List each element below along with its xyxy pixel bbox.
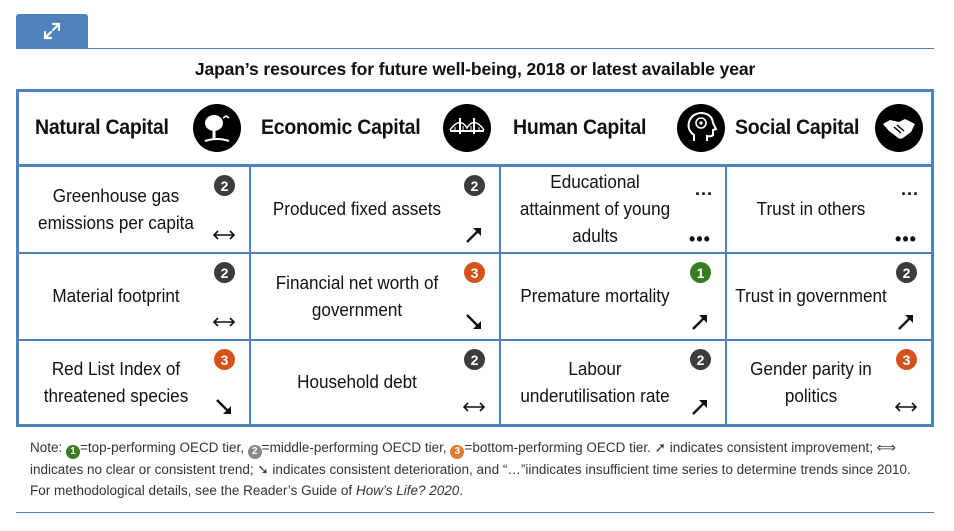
note-trend-text: ➚ indicates consistent improvement; ⟺ in… <box>30 440 911 498</box>
header-label: Social Capital <box>735 116 860 139</box>
dashboard-table: Natural Capital Economic Capital Huma <box>16 89 934 427</box>
indicator-label: Financial net worth of government <box>275 272 439 320</box>
header-social-capital: Social Capital <box>735 92 869 164</box>
head-brain-icon <box>677 104 725 152</box>
deterioration-arrow-icon <box>213 398 235 416</box>
deterioration-arrow-icon <box>463 313 485 331</box>
note-tier-3-text: =bottom-performing OECD tier. <box>464 440 655 455</box>
improvement-arrow-icon <box>689 313 711 331</box>
indicator-label: Labour underutilisation rate <box>520 358 670 406</box>
indicator-cell: Labour underutilisation rate 2 <box>501 341 727 424</box>
header-label: Economic Capital <box>261 116 421 139</box>
indicator-cell: Material footprint 2 <box>19 254 251 341</box>
tier-1-legend-badge: 1 <box>66 445 81 459</box>
indicator-cell: Premature mortality 1 <box>501 254 727 341</box>
tier-badge: 3 <box>896 349 917 370</box>
header-natural-capital: Natural Capital <box>35 92 179 164</box>
tier-badge: 2 <box>464 175 485 196</box>
no-clear-trend-icon <box>895 398 917 416</box>
bridge-icon <box>443 104 491 152</box>
bottom-divider <box>16 512 934 513</box>
header-economic-capital: Economic Capital <box>261 92 432 164</box>
tier-badge: 3 <box>214 349 235 370</box>
tier-badge: 3 <box>464 262 485 283</box>
indicator-cell: Educational attainment of young adults .… <box>501 167 727 254</box>
indicator-label: Trust in government <box>735 286 887 306</box>
improvement-arrow-icon <box>689 398 711 416</box>
no-clear-trend-icon <box>463 398 485 416</box>
indicator-label: Greenhouse gas emissions per capita <box>38 185 194 233</box>
tier-badge: 2 <box>214 175 235 196</box>
indicator-cell: Household debt 2 <box>251 341 501 424</box>
indicator-cell: Gender parity in politics 3 <box>727 341 931 424</box>
header-human-capital: Human Capital <box>513 92 656 164</box>
note-end: . <box>459 483 464 498</box>
insufficient-data-marker: ... <box>694 179 713 199</box>
indicator-cell: Greenhouse gas emissions per capita 2 <box>19 167 251 254</box>
improvement-arrow-icon <box>895 313 917 331</box>
indicator-label: Household debt <box>297 372 417 392</box>
indicator-cell: Trust in government 2 <box>727 254 931 341</box>
indicator-label: Trust in others <box>756 199 866 219</box>
expand-button[interactable] <box>16 14 88 48</box>
tier-badge: 2 <box>690 349 711 370</box>
indicator-cell: Financial net worth of government 3 <box>251 254 501 341</box>
indicator-label: Gender parity in politics <box>750 358 872 406</box>
indicator-cell: Trust in others ... ••• <box>727 167 931 254</box>
note-tier-2-text: =middle-performing OECD tier, <box>261 440 451 455</box>
indicator-label: Red List Index of threatened species <box>43 358 189 406</box>
top-divider <box>16 48 934 49</box>
indicator-cell: Produced fixed assets 2 <box>251 167 501 254</box>
tree-icon <box>193 104 241 152</box>
insufficient-data-icon: ••• <box>689 228 711 249</box>
header-label: Natural Capital <box>35 116 169 139</box>
expand-icon <box>43 22 61 40</box>
indicator-grid: Greenhouse gas emissions per capita 2 Ma… <box>19 167 931 424</box>
tier-badge: 2 <box>896 262 917 283</box>
tier-badge: 2 <box>464 349 485 370</box>
no-clear-trend-icon <box>213 313 235 331</box>
tier-badge: 2 <box>214 262 235 283</box>
improvement-arrow-icon <box>463 226 485 244</box>
tier-2-legend-badge: 2 <box>247 445 262 459</box>
insufficient-data-icon: ••• <box>895 228 917 249</box>
tier-badge: 1 <box>690 262 711 283</box>
indicator-label: Educational attainment of young adults <box>519 172 671 246</box>
no-clear-trend-icon <box>213 226 235 244</box>
header-divider <box>19 164 931 167</box>
figure-note: Note: 1 =top-performing OECD tier, 2 =midd… <box>30 437 930 501</box>
indicator-label: Premature mortality <box>520 286 670 306</box>
note-prefix: Note: <box>30 440 67 455</box>
note-tier-1-text: =top-performing OECD tier, <box>80 440 248 455</box>
header-label: Human Capital <box>513 116 647 139</box>
handshake-icon <box>875 104 923 152</box>
indicator-label: Produced fixed assets <box>272 199 442 219</box>
publication-title: How’s Life? 2020 <box>355 483 460 498</box>
indicator-label: Material footprint <box>52 286 180 306</box>
header-row: Natural Capital Economic Capital Huma <box>19 92 931 164</box>
indicator-cell: Red List Index of threatened species 3 <box>19 341 251 424</box>
tier-3-legend-badge: 3 <box>450 445 465 459</box>
figure-title: Japan’s resources for future well-being,… <box>194 59 756 79</box>
insufficient-data-marker: ... <box>900 179 919 199</box>
